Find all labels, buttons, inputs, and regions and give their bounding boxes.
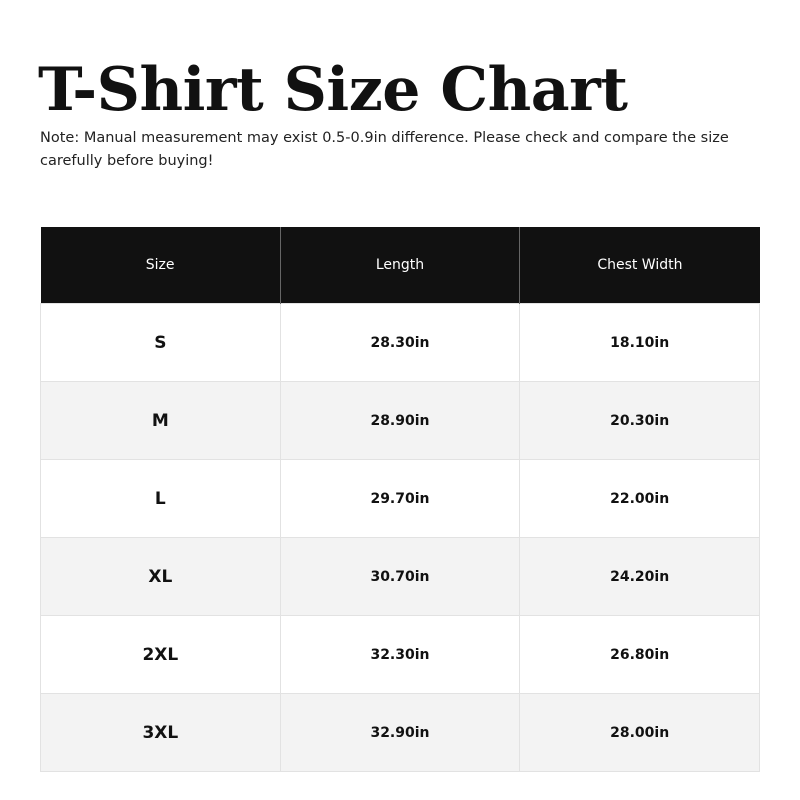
cell-size: L: [40, 459, 281, 538]
header-length: Length: [280, 227, 521, 304]
cell-chest-width: 18.10in: [519, 303, 760, 382]
table-row: S 28.30in 18.10in: [40, 303, 760, 382]
cell-size: 2XL: [40, 615, 281, 694]
table-row: M 28.90in 20.30in: [40, 381, 760, 460]
cell-chest-width: 28.00in: [519, 693, 760, 772]
page-title: T-Shirt Size Chart: [38, 55, 628, 125]
cell-size: XL: [40, 537, 281, 616]
cell-length: 30.70in: [279, 537, 521, 616]
table-header-row: Size Length Chest Width: [40, 227, 760, 304]
cell-chest-width: 20.30in: [519, 381, 760, 460]
cell-chest-width: 26.80in: [519, 615, 760, 694]
header-size: Size: [40, 227, 281, 304]
table-row: 3XL 32.90in 28.00in: [40, 693, 760, 772]
table-row: 2XL 32.30in 26.80in: [40, 615, 760, 694]
measurement-note: Note: Manual measurement may exist 0.5-0…: [40, 130, 729, 169]
cell-chest-width: 22.00in: [519, 459, 760, 538]
cell-length: 28.30in: [279, 303, 521, 382]
cell-chest-width: 24.20in: [519, 537, 760, 616]
cell-length: 32.30in: [279, 615, 521, 694]
cell-size: 3XL: [40, 693, 281, 772]
cell-length: 32.90in: [279, 693, 521, 772]
cell-size: S: [40, 303, 281, 382]
table-row: L 29.70in 22.00in: [40, 459, 760, 538]
header-chest-width: Chest Width: [519, 227, 760, 304]
cell-length: 28.90in: [279, 381, 521, 460]
cell-length: 29.70in: [279, 459, 521, 538]
cell-size: M: [40, 381, 281, 460]
table-row: XL 30.70in 24.20in: [40, 537, 760, 616]
size-chart-table: Size Length Chest Width S 28.30in 18.10i…: [40, 227, 760, 772]
